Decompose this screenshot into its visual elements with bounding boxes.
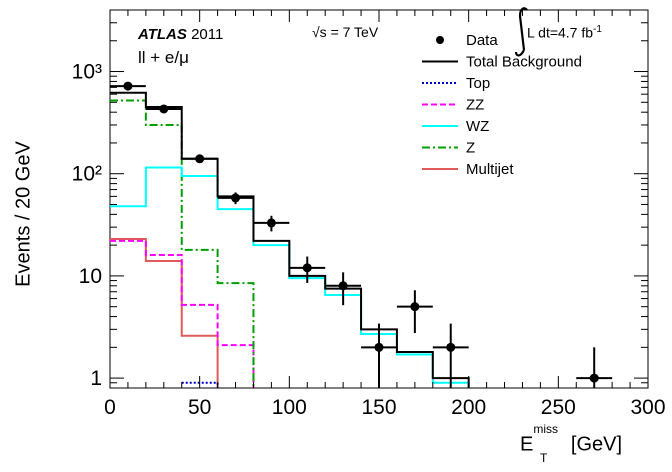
atlas-label: ATLAS 2011 [138,26,223,43]
data-point-4 [266,218,276,228]
legend-marker-data [436,36,444,44]
luminosity-label: L dt=4.7 fb-1 [527,24,602,41]
data-point-3 [231,193,241,203]
data-point-9 [446,342,456,352]
series-wz [110,166,470,388]
data-point-7 [374,342,384,352]
data-point-6 [338,281,348,291]
y-tick-label: 10³ [72,61,102,84]
energy-label: √s = 7 TeV [312,24,379,40]
series-multijet [110,237,219,388]
data-point-2 [195,154,205,164]
x-tick-label: 100 [272,396,307,419]
y-tick-label: 10 [79,265,102,288]
x-axis-label-sup: miss [533,422,559,436]
x-tick-label: 200 [451,396,486,419]
y-tick-label: 1 [90,367,102,390]
y-tick-label: 10² [72,163,102,186]
data-point-8 [410,302,420,312]
atlas-year: 2011 [191,26,224,43]
luminosity-text: L dt=4.7 fb [527,24,594,41]
x-axis-label-symbol: E [520,433,534,456]
data-point-10 [589,373,599,383]
atlas-name: ATLAS [138,26,187,43]
legend-label: Multijet [466,161,514,178]
legend-label: Total Background [466,54,582,71]
x-axis-label-sub: T [540,450,548,465]
legend-label: Z [466,140,475,157]
legend-label: Data [466,32,498,49]
series-total-background [110,91,470,388]
data-point-0 [123,81,133,91]
legend-label: ZZ [466,97,484,114]
integral-sign [514,7,528,57]
data-point-1 [159,104,169,114]
legend-label: Top [466,75,490,92]
data-point-5 [302,263,312,273]
x-tick-label: 300 [630,396,665,419]
x-axis-label-unit: [GeV] [570,433,623,456]
channel-label: ll + e/μ [138,48,189,67]
luminosity-exponent: -1 [593,24,602,35]
x-tick-label: 150 [361,396,396,419]
legend-label: WZ [466,118,489,135]
y-axis-label: Events / 20 GeV [12,141,35,287]
series-zz [110,239,255,388]
x-tick-label: 250 [541,396,576,419]
x-axis-label: Emiss T [GeV] [520,422,623,465]
x-tick-label: 50 [188,396,211,419]
x-tick-label: 0 [104,396,116,419]
